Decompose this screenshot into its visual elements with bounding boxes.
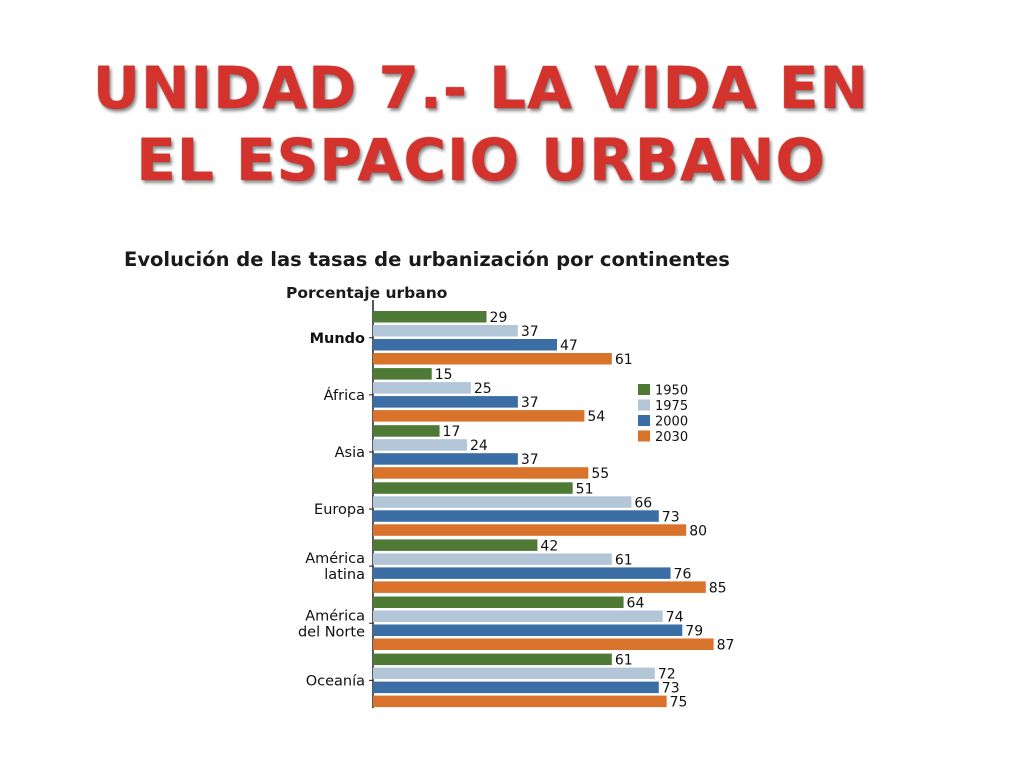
data-label: 24 bbox=[470, 438, 488, 454]
data-label: 75 bbox=[670, 695, 688, 711]
bar-1975 bbox=[373, 667, 655, 680]
legend-label: 1950 bbox=[655, 384, 688, 399]
legend-label: 1975 bbox=[655, 399, 688, 414]
chart-subtitle: Porcentaje urbano bbox=[286, 284, 447, 302]
bar-2030 bbox=[373, 695, 667, 708]
data-label: 42 bbox=[540, 538, 558, 554]
bar-2030 bbox=[373, 638, 714, 650]
category-label: América bbox=[305, 551, 365, 567]
bar-1975 bbox=[373, 325, 518, 337]
data-label: 85 bbox=[709, 580, 727, 596]
data-label: 72 bbox=[658, 667, 676, 683]
data-label: 76 bbox=[674, 566, 692, 582]
bar-2030 bbox=[373, 410, 585, 422]
legend-label: 2000 bbox=[655, 415, 688, 430]
bar-2000 bbox=[373, 453, 518, 465]
legend-swatch-1950 bbox=[638, 384, 650, 395]
bar-2030 bbox=[373, 353, 612, 365]
slide-title: UNIDAD 7.- LA VIDA EN EL ESPACIO URBANO bbox=[0, 52, 962, 196]
data-label: 29 bbox=[490, 310, 508, 326]
data-label: 37 bbox=[521, 324, 539, 340]
bar-1950 bbox=[373, 425, 440, 437]
data-label: 37 bbox=[521, 452, 539, 468]
data-label: 87 bbox=[717, 638, 735, 654]
legend-label: 2030 bbox=[655, 430, 688, 445]
bar-1950 bbox=[373, 596, 624, 608]
bar-2030 bbox=[373, 467, 589, 479]
data-label: 80 bbox=[689, 523, 707, 539]
data-label: 79 bbox=[685, 624, 703, 640]
slide-title-line-2: EL ESPACIO URBANO bbox=[136, 126, 826, 194]
category-label: Mundo bbox=[310, 331, 365, 347]
bar-1950 bbox=[373, 653, 612, 666]
category-label: Europa bbox=[314, 502, 365, 518]
category-label: África bbox=[324, 387, 365, 404]
bar-1975 bbox=[373, 610, 663, 622]
data-label: 61 bbox=[615, 552, 633, 568]
data-label: 66 bbox=[634, 495, 652, 511]
category-label: Asia bbox=[335, 445, 365, 461]
data-label: 64 bbox=[627, 596, 645, 612]
category-label: del Norte bbox=[298, 624, 365, 640]
data-label: 15 bbox=[435, 367, 453, 383]
bar-2000 bbox=[373, 510, 659, 522]
legend-swatch-1975 bbox=[638, 399, 650, 411]
data-label: 17 bbox=[443, 424, 461, 440]
bar-2000 bbox=[373, 681, 659, 694]
legend-swatch-2000 bbox=[638, 415, 650, 426]
data-label: 37 bbox=[521, 395, 539, 411]
data-label: 61 bbox=[615, 653, 633, 669]
bar-2000 bbox=[373, 339, 558, 351]
bar-1975 bbox=[373, 553, 612, 565]
slide-title-line-1: UNIDAD 7.- LA VIDA EN bbox=[92, 54, 870, 122]
bar-2030 bbox=[373, 524, 687, 536]
data-label: 47 bbox=[560, 338, 578, 354]
data-label: 73 bbox=[662, 681, 680, 697]
bar-2000 bbox=[373, 567, 671, 579]
bar-1975 bbox=[373, 382, 471, 394]
bar-1950 bbox=[373, 539, 538, 551]
bar-1975 bbox=[373, 439, 467, 451]
data-label: 51 bbox=[576, 481, 594, 497]
bar-2000 bbox=[373, 396, 518, 408]
data-label: 61 bbox=[615, 352, 633, 368]
data-label: 74 bbox=[666, 610, 684, 626]
data-label: 55 bbox=[591, 466, 609, 482]
bar-2030 bbox=[373, 581, 706, 593]
legend-swatch-2030 bbox=[638, 430, 650, 442]
bar-1950 bbox=[373, 368, 432, 380]
urbanization-bar-chart: Evolución de las tasas de urbanización p… bbox=[124, 248, 735, 711]
data-label: 25 bbox=[474, 381, 492, 397]
category-label: América bbox=[305, 608, 365, 624]
bar-2000 bbox=[373, 624, 683, 636]
bar-1975 bbox=[373, 496, 632, 508]
bar-1950 bbox=[373, 311, 487, 323]
bar-1950 bbox=[373, 482, 573, 494]
data-label: 73 bbox=[662, 509, 680, 525]
chart-title: Evolución de las tasas de urbanización p… bbox=[124, 248, 730, 271]
category-label: Oceanía bbox=[306, 673, 365, 689]
data-label: 54 bbox=[587, 409, 605, 425]
category-label: latina bbox=[324, 567, 365, 583]
